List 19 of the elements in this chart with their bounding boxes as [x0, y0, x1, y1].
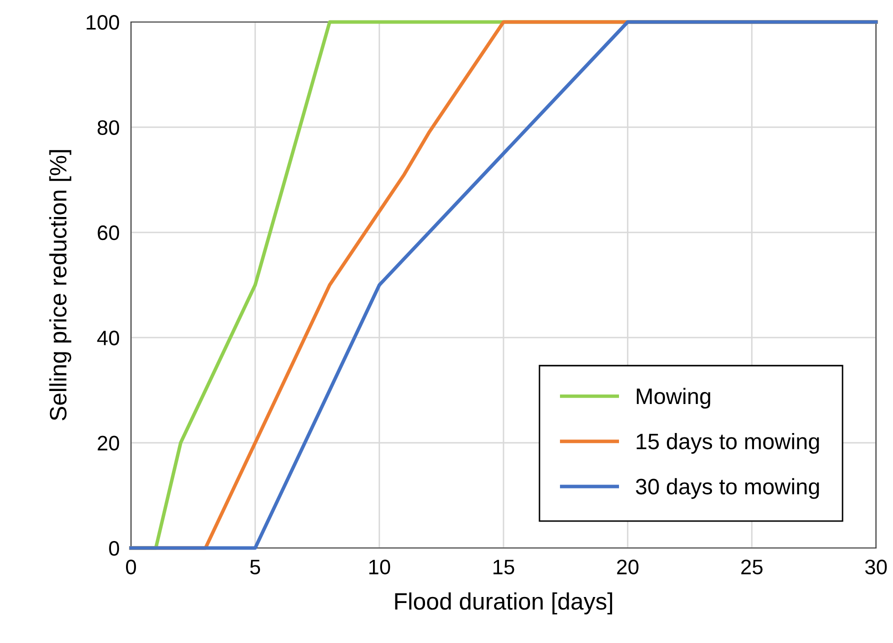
legend-label: 15 days to mowing — [636, 433, 819, 454]
x-tick-label: 10 — [369, 560, 390, 574]
x-axis-title: Flood duration [days] — [395, 592, 612, 614]
y-tick-label: 0 — [109, 541, 120, 556]
y-axis-title: Selling price reduction [%] — [49, 150, 72, 420]
line-series — [129, 20, 878, 550]
x-tick-label: 0 — [126, 560, 136, 574]
x-tick-label: 15 — [494, 560, 514, 574]
y-tick-label: 20 — [98, 436, 120, 451]
x-tick-label: 30 — [865, 560, 887, 574]
x-tick-label: 5 — [250, 560, 260, 574]
y-tick-label: 60 — [98, 225, 120, 240]
legend-label: Mowing — [636, 388, 710, 409]
legend-label: 30 days to mowing — [636, 478, 819, 499]
x-tick-label: 20 — [617, 560, 638, 574]
y-tick-label: 40 — [97, 330, 120, 346]
y-tick-label: 80 — [98, 120, 120, 135]
y-tick-label: 100 — [86, 15, 120, 30]
x-tick-label: 25 — [741, 560, 763, 574]
